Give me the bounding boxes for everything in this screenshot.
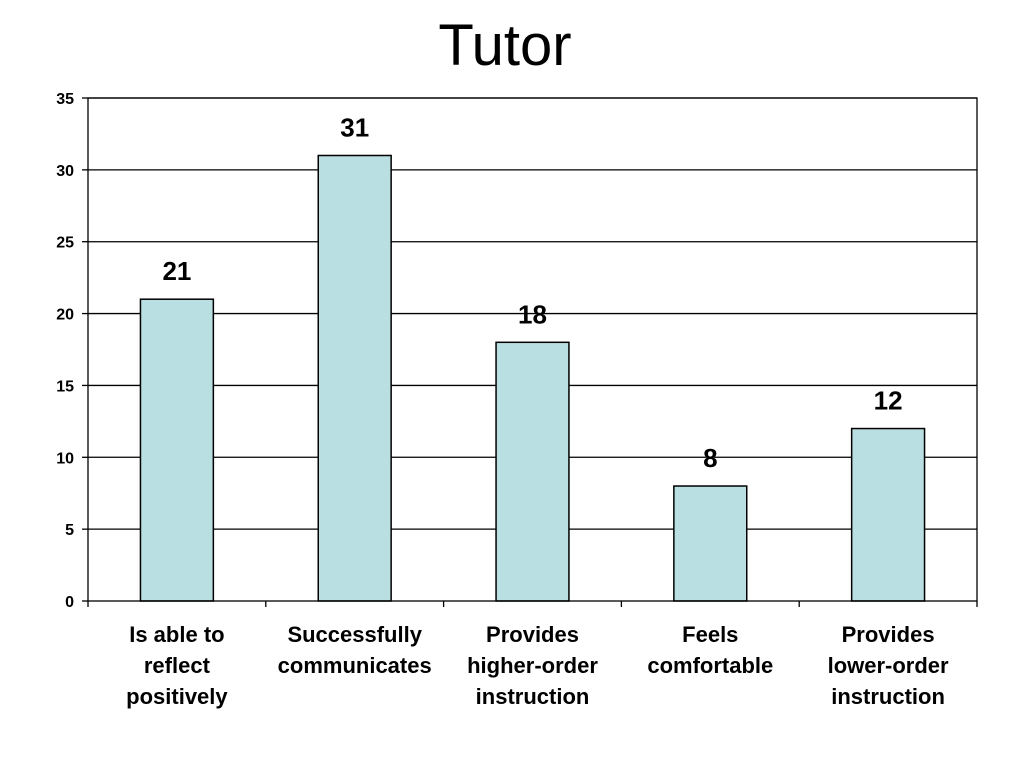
- x-category-label: higher-order: [467, 653, 598, 678]
- x-category-label: lower-order: [828, 653, 949, 678]
- x-category-label: Is able to: [129, 622, 224, 647]
- data-label: 18: [518, 299, 547, 329]
- y-tick-label: 25: [56, 235, 74, 252]
- x-category-label: positively: [126, 684, 228, 709]
- x-category-label: Provides: [486, 622, 579, 647]
- y-tick-label: 15: [56, 378, 74, 395]
- y-tick-label: 20: [56, 307, 74, 324]
- x-category-label: Successfully: [287, 622, 422, 647]
- y-tick-label: 5: [65, 522, 74, 539]
- bar: [139, 298, 215, 602]
- x-category-label: Feels: [682, 622, 738, 647]
- data-label: 21: [162, 256, 191, 286]
- bar: [317, 154, 392, 602]
- x-category-label: reflect: [144, 653, 211, 678]
- chart-title: Tutor: [438, 13, 572, 78]
- data-label: 8: [703, 443, 717, 473]
- y-tick-label: 35: [56, 91, 74, 108]
- bar: [495, 341, 570, 602]
- x-category-label: Provides: [842, 622, 935, 647]
- plot-frame: [87, 97, 978, 602]
- x-category-label: comfortable: [647, 653, 773, 678]
- y-tick-label: 0: [65, 594, 74, 611]
- bars: [139, 154, 926, 602]
- x-category-label: instruction: [476, 684, 590, 709]
- data-label: 12: [874, 386, 903, 416]
- data-label: 31: [340, 112, 369, 142]
- y-tick-label: 30: [56, 163, 74, 180]
- x-category-label: communicates: [278, 653, 432, 678]
- x-category-label: instruction: [831, 684, 945, 709]
- y-tick-label: 10: [56, 450, 74, 467]
- labels: 0 5 10 15 20 25 30 35 21 Is able to reflect positiv…: [56, 91, 949, 709]
- bar: [850, 427, 926, 602]
- bar: [673, 485, 748, 602]
- axes: [82, 97, 978, 607]
